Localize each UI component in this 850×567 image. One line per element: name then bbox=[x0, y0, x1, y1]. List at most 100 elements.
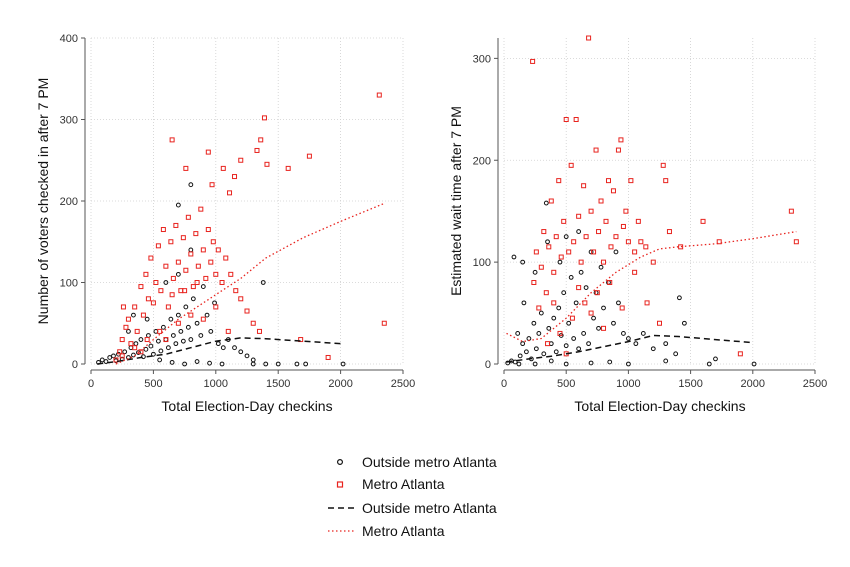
left-point-outside bbox=[250, 357, 256, 363]
left-point-outside bbox=[250, 361, 256, 367]
left-point-outside bbox=[103, 359, 109, 364]
left-point-metro bbox=[200, 316, 206, 322]
left-point-metro bbox=[228, 271, 234, 277]
right-point-metro bbox=[620, 223, 626, 229]
left-point-outside bbox=[163, 280, 169, 285]
left-point-metro bbox=[209, 182, 215, 188]
left-point-outside bbox=[144, 316, 150, 322]
left-point-metro bbox=[232, 174, 238, 180]
right-point-outside bbox=[606, 280, 611, 285]
right-point-outside bbox=[673, 351, 679, 357]
right-point-metro bbox=[543, 290, 549, 296]
right-point-outside bbox=[663, 358, 669, 364]
left-point-metro bbox=[215, 247, 221, 253]
left-point-metro bbox=[157, 328, 163, 334]
legend-entry-metro-line: Metro Atlanta bbox=[328, 523, 445, 539]
left-point-metro bbox=[193, 231, 199, 237]
left-point-metro bbox=[325, 354, 331, 360]
right-point-metro bbox=[538, 264, 544, 270]
right-point-metro bbox=[533, 249, 539, 255]
right-point-metro bbox=[568, 162, 574, 168]
left-point-metro bbox=[132, 345, 138, 351]
right-point-outside bbox=[546, 325, 552, 331]
right-point-outside bbox=[551, 315, 557, 321]
right-point-metro bbox=[628, 178, 634, 184]
right-point-metro bbox=[623, 208, 629, 214]
left-scatter-plot: 0 500 1000 1500 2000 2500 0 100 200 300 400 Total E… bbox=[35, 33, 415, 414]
left-point-metro bbox=[220, 165, 226, 171]
right-fit-line-outside bbox=[506, 334, 753, 363]
right-point-metro bbox=[615, 147, 621, 153]
left-y-tick-label: 100 bbox=[60, 278, 78, 290]
left-point-metro bbox=[381, 320, 387, 326]
left-point-outside bbox=[131, 312, 136, 318]
left-point-outside bbox=[169, 359, 175, 365]
right-point-outside bbox=[517, 353, 523, 359]
left-point-metro bbox=[150, 300, 156, 306]
left-point-outside bbox=[275, 361, 281, 367]
right-point-metro bbox=[548, 198, 554, 204]
left-point-metro bbox=[238, 157, 244, 163]
right-point-metro bbox=[551, 269, 557, 275]
left-point-outside bbox=[208, 329, 214, 334]
left-point-outside bbox=[263, 361, 269, 367]
right-point-outside bbox=[568, 275, 574, 280]
left-point-metro bbox=[238, 296, 244, 302]
left-point-metro bbox=[188, 312, 194, 318]
left-point-metro bbox=[144, 337, 150, 343]
left-point-outside bbox=[107, 355, 113, 360]
left-point-outside bbox=[194, 359, 200, 364]
left-point-metro bbox=[138, 284, 144, 290]
right-x-tick-label: 1500 bbox=[678, 378, 702, 390]
legend-entry-outside-line: Outside metro Atlanta bbox=[328, 500, 497, 516]
left-point-metro bbox=[169, 292, 175, 298]
left-point-outside bbox=[182, 361, 188, 367]
right-point-metro bbox=[716, 239, 722, 245]
left-point-outside bbox=[165, 345, 171, 351]
left-point-outside bbox=[260, 280, 266, 285]
left-point-metro bbox=[183, 267, 189, 273]
right-point-metro bbox=[657, 320, 662, 326]
left-point-metro bbox=[285, 165, 291, 171]
right-point-outside bbox=[553, 349, 559, 355]
right-point-metro bbox=[618, 137, 624, 143]
right-point-metro bbox=[643, 244, 649, 250]
right-point-outside bbox=[640, 331, 646, 336]
right-point-metro bbox=[578, 259, 584, 265]
left-point-metro bbox=[123, 324, 129, 330]
right-point-metro bbox=[541, 229, 547, 235]
left-point-metro bbox=[188, 251, 194, 257]
right-point-outside bbox=[601, 305, 606, 311]
left-point-metro bbox=[233, 288, 239, 294]
left-point-metro bbox=[200, 247, 206, 253]
left-point-metro bbox=[194, 280, 200, 285]
left-point-metro bbox=[175, 259, 181, 265]
right-point-outside bbox=[576, 229, 582, 234]
right-point-metro bbox=[793, 239, 799, 245]
right-point-outside bbox=[563, 234, 569, 240]
right-x-tick-label: 1000 bbox=[616, 378, 640, 390]
left-point-outside bbox=[155, 338, 161, 344]
left-x-tick-label: 0 bbox=[88, 378, 94, 390]
left-point-metro bbox=[376, 92, 382, 98]
left-point-metro bbox=[160, 227, 166, 233]
right-point-metro bbox=[632, 269, 638, 275]
left-point-outside bbox=[340, 361, 346, 367]
right-y-axis-label: Estimated wait time after 7 PM bbox=[448, 106, 464, 296]
left-point-metro bbox=[170, 275, 176, 281]
left-point-metro bbox=[254, 147, 260, 153]
left-point-metro bbox=[163, 337, 169, 343]
right-point-metro bbox=[619, 305, 625, 311]
right-point-metro bbox=[553, 234, 559, 240]
right-point-metro bbox=[581, 183, 587, 189]
left-point-metro bbox=[225, 328, 231, 334]
left-point-metro bbox=[227, 190, 233, 196]
right-point-outside bbox=[520, 259, 526, 265]
left-fit-line-outside bbox=[97, 337, 341, 365]
right-point-outside bbox=[626, 361, 631, 367]
right-point-outside bbox=[526, 336, 532, 341]
left-point-outside bbox=[160, 324, 166, 330]
right-point-metro bbox=[566, 249, 572, 255]
left-point-outside bbox=[207, 360, 212, 366]
